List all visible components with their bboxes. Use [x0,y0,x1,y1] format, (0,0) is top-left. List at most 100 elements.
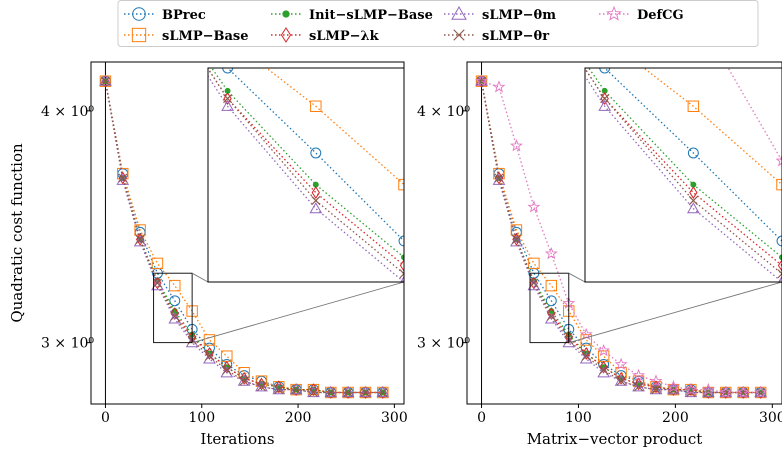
y-axis-label: Quadratic cost function [8,143,26,323]
legend-label: Init−sLMP−Base [309,8,433,23]
legend-marker [453,29,465,41]
data-point [510,224,523,236]
legend-entry-slmp-k: sLMP−λk [271,27,380,44]
x-tick-label: 100 [565,410,592,426]
data-point [274,385,284,395]
data-point [579,327,593,341]
series-group [475,74,768,399]
data-point [597,343,611,357]
data-point [343,387,353,398]
y-tick-label: 3 × 10⁰ [417,336,470,352]
data-point [616,376,626,386]
y-tick-label: 4 × 10⁰ [41,104,94,120]
inset-data-point [311,196,321,206]
series-slmp-m [99,74,390,398]
data-point [634,382,644,392]
data-point [719,385,733,398]
data-point [376,385,390,398]
series-line [104,81,383,394]
inset-data-point [310,147,322,159]
inset-data-point [686,202,700,214]
data-point [274,380,283,394]
data-point [544,246,558,260]
data-point [649,374,663,387]
data-point [701,382,715,396]
inset-data-point [779,254,782,261]
data-point [116,173,130,185]
legend-entry-slmp-m: sLMP−θm [444,5,556,23]
x-tick-label: 0 [477,410,486,426]
data-point [100,76,110,86]
legend-label: DefCG [637,8,684,23]
data-point [475,74,488,87]
panel-2: 0 100 200 300 3 × 10⁰ 4 × 10⁰ Matrix−vector pr… [417,61,782,448]
inset-frame [584,67,782,283]
series-slmp-r [477,76,766,398]
zoom-connector [191,272,209,283]
data-point [632,380,645,392]
inset-data-point [400,275,404,282]
data-point [205,347,214,360]
inset-series-slmp-m [208,75,404,282]
data-point [134,224,146,236]
legend-marker [451,5,467,20]
data-point [324,385,338,398]
data-point [359,385,372,398]
inset-data-point [399,269,404,279]
data-point [528,257,540,270]
inset-series-slmp-m [585,75,782,282]
inset-data-point [687,100,700,112]
data-point [307,385,320,398]
data-point [256,382,266,392]
legend-label: BPrec [162,8,206,23]
inset-data-point [223,94,233,104]
data-point [651,385,661,395]
data-point [169,279,181,292]
data-point [509,139,523,152]
x-axis-label: Iterations [200,430,274,448]
data-point [544,312,558,324]
data-point [237,374,251,386]
inset-axes [207,67,405,283]
data-point [99,74,112,86]
data-point [151,279,164,291]
x-tick-label: 200 [285,410,312,426]
legend-label: sLMP−θm [482,8,556,23]
legend-label: sLMP−θr [482,29,549,44]
inset-data-point [778,275,782,282]
data-point [616,371,626,385]
data-point [308,387,318,398]
legend-marker [131,27,147,43]
axes-frame [90,61,405,405]
data-point [546,311,556,321]
inset-data-point [309,202,323,214]
series-line [480,81,761,394]
data-point [511,234,521,244]
data-point [151,257,164,270]
data-point [634,377,643,391]
legend-marker [280,27,292,43]
axes-frame [466,61,782,405]
inset-data-point [221,99,234,111]
y-tick-label: 3 × 10⁰ [41,336,94,352]
data-point [529,278,539,288]
data-point [545,295,557,307]
data-point [170,311,180,321]
inset-data-point [777,259,782,272]
inset-series-slmp-r [208,68,404,279]
data-point [291,385,301,395]
series-line [104,81,383,394]
data-point [736,385,750,398]
series-line [104,81,383,394]
inset-axes [584,67,782,283]
data-point [545,279,558,292]
data-point [203,334,216,346]
legend-marker [606,5,622,21]
inset-data-point [399,259,404,272]
inset-data-point [775,154,782,167]
data-point [326,387,336,398]
inset-data-point [599,68,611,74]
legend-entry-init-slmp-base: Init−sLMP−Base [271,8,433,23]
data-point [632,368,646,382]
